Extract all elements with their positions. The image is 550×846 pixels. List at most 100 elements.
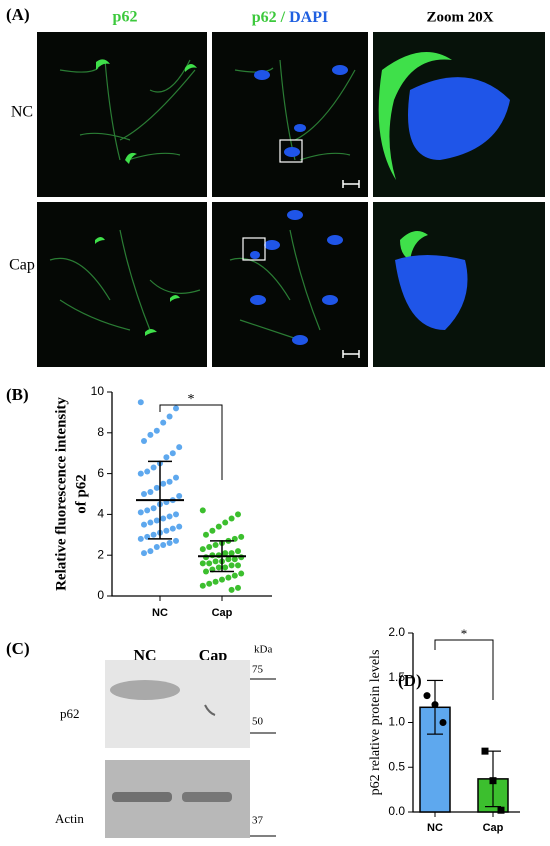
y-tick-label: 4 xyxy=(97,507,104,521)
data-point xyxy=(147,488,154,495)
column-header: p62 / DAPI xyxy=(252,9,328,26)
data-point xyxy=(212,542,219,548)
data-point xyxy=(219,576,225,583)
y-tick-label: 8 xyxy=(97,425,104,439)
data-point xyxy=(166,539,173,546)
data-point xyxy=(199,582,206,589)
data-point xyxy=(141,491,147,497)
data-point xyxy=(203,568,209,575)
panel-label: (B) xyxy=(6,385,29,404)
data-point xyxy=(481,747,489,755)
x-tick-label: NC xyxy=(427,822,443,834)
data-point xyxy=(166,478,173,485)
data-point xyxy=(160,419,167,426)
data-point xyxy=(141,521,147,528)
data-point xyxy=(203,554,209,561)
data-point xyxy=(431,701,439,709)
data-point xyxy=(144,468,151,475)
x-tick-label: NC xyxy=(152,607,168,619)
data-point xyxy=(147,548,154,555)
marker-label: 37 xyxy=(252,815,264,827)
data-point xyxy=(497,806,505,814)
column-header: Zoom 20X xyxy=(426,9,493,25)
data-point xyxy=(215,564,222,571)
y-tick-label: 1.5 xyxy=(388,670,405,684)
data-point xyxy=(163,527,170,534)
data-point xyxy=(199,507,206,514)
micrograph-grid xyxy=(37,32,545,367)
data-point xyxy=(228,515,235,522)
blot-label: Actin xyxy=(55,811,84,826)
data-point xyxy=(228,550,235,557)
data-point xyxy=(150,505,157,512)
header-part: p62 xyxy=(252,9,277,26)
data-point xyxy=(235,548,241,555)
data-point xyxy=(150,531,157,538)
data-point xyxy=(176,444,183,451)
x-tick-label: Cap xyxy=(483,822,504,834)
y-tick-label: 0.5 xyxy=(388,759,405,773)
y-tick-label: 1.0 xyxy=(388,715,405,729)
data-point xyxy=(228,586,235,593)
data-point xyxy=(153,427,160,434)
data-point xyxy=(215,552,222,559)
data-point xyxy=(238,533,245,540)
data-point xyxy=(199,560,206,567)
data-point xyxy=(206,580,213,587)
significance-bracket xyxy=(434,639,494,700)
data-point xyxy=(173,474,179,481)
y-tick-label: 2 xyxy=(97,547,104,561)
data-point xyxy=(153,544,160,551)
data-point xyxy=(215,523,222,530)
data-point xyxy=(235,562,241,569)
data-point xyxy=(153,517,160,524)
significance-bracket xyxy=(159,404,223,480)
data-point xyxy=(209,527,216,534)
data-point xyxy=(173,537,179,544)
data-point xyxy=(176,493,183,500)
data-point xyxy=(160,515,167,522)
panel-label: (A) xyxy=(6,5,30,24)
significance-label: * xyxy=(188,392,195,407)
data-point xyxy=(173,405,179,412)
panel-label: (C) xyxy=(6,639,30,658)
data-point xyxy=(423,692,431,700)
data-point xyxy=(169,450,176,457)
data-point xyxy=(439,719,447,726)
x-tick-label: Cap xyxy=(212,607,233,619)
significance-label: * xyxy=(461,626,468,641)
column-header: p62 xyxy=(113,9,138,26)
data-point xyxy=(203,531,209,538)
data-point xyxy=(222,564,229,571)
data-point xyxy=(147,519,154,526)
panel-label: (D) xyxy=(398,671,422,690)
y-tick-label: 2.0 xyxy=(388,625,405,639)
data-point xyxy=(231,556,238,563)
data-point xyxy=(222,550,229,557)
western-blot xyxy=(105,660,276,838)
data-point xyxy=(141,550,147,557)
data-point xyxy=(153,484,160,491)
data-point xyxy=(160,542,167,548)
data-point xyxy=(225,556,232,563)
marker-label: 75 xyxy=(252,664,264,676)
data-point xyxy=(141,437,147,444)
data-point xyxy=(160,480,167,487)
data-point xyxy=(163,454,170,461)
data-point xyxy=(137,509,144,516)
data-point xyxy=(209,552,216,559)
data-point xyxy=(212,578,219,585)
row-label: NC xyxy=(11,104,33,121)
data-point xyxy=(169,525,176,532)
axis xyxy=(111,392,272,597)
header-part: / xyxy=(280,9,286,26)
data-point xyxy=(238,554,245,561)
y-axis-label: p62 relative protein levels xyxy=(368,650,383,796)
data-point xyxy=(199,546,206,553)
data-point xyxy=(166,413,173,420)
y-tick-label: 6 xyxy=(97,466,104,480)
data-point xyxy=(137,399,144,406)
data-point xyxy=(150,464,157,471)
row-label: Cap xyxy=(9,257,35,274)
